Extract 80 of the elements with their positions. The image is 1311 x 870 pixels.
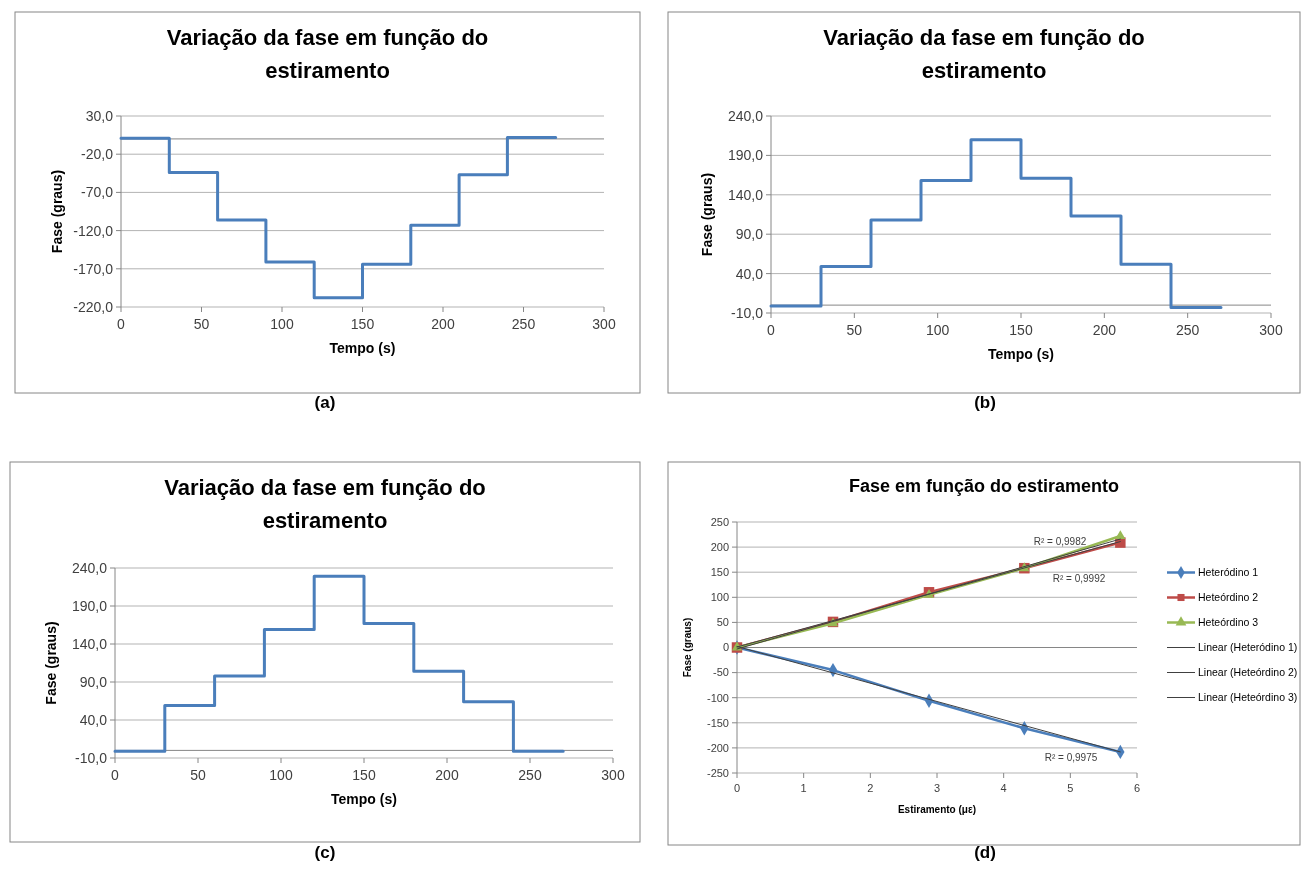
x-tick-label: 150 — [352, 767, 376, 783]
y-tick-label: -120,0 — [73, 222, 114, 239]
chart-title: Fase em função do estiramento — [848, 476, 1120, 496]
x-tick-label: 250 — [518, 767, 542, 783]
x-axis-title: Tempo (s) — [331, 791, 397, 807]
y-tick-label: 90,0 — [735, 226, 764, 243]
text: (a) — [314, 393, 336, 412]
x-tick-label: 3 — [933, 782, 941, 794]
x-tick-label: 200 — [431, 316, 455, 332]
y-axis-title: Fase (graus) — [49, 169, 66, 254]
x-tick-label: 4 — [1000, 782, 1007, 794]
y-tick-label: 250 — [710, 515, 729, 528]
y-tick-label: -100 — [706, 691, 729, 704]
x-axis-title: Estiramento (με) — [897, 804, 977, 815]
x-axis-title: Tempo (s) — [988, 346, 1054, 362]
legend-label: Linear (Heteródino 1) — [1198, 641, 1298, 654]
x-tick-label: 250 — [1175, 322, 1200, 338]
x-tick-label: 100 — [270, 316, 294, 332]
x-tick-label: 5 — [1067, 782, 1074, 794]
y-tick-label: 240,0 — [71, 559, 108, 576]
x-tick-label: 2 — [867, 782, 874, 794]
x-tick-label: 50 — [190, 767, 206, 783]
y-tick-label: 0 — [722, 641, 729, 654]
x-tick-label: 150 — [1009, 322, 1033, 338]
legend-label: Heteórdino 2 — [1198, 591, 1259, 604]
text: (c) — [314, 843, 336, 862]
x-axis-title: Tempo (s) — [329, 340, 396, 356]
x-tick-label: 1 — [800, 782, 807, 794]
y-tick-label: -70,0 — [81, 184, 114, 201]
x-tick-label: 300 — [1259, 322, 1283, 338]
x-tick-label: 0 — [767, 322, 776, 338]
x-tick-label: 200 — [1092, 322, 1117, 338]
y-tick-label: 140,0 — [71, 635, 108, 652]
y-tick-label: 40,0 — [79, 711, 108, 728]
y-tick-label: 40,0 — [735, 265, 764, 282]
legend-label: Linear (Heteórdino 3) — [1198, 691, 1298, 704]
y-tick-label: -10,0 — [731, 304, 764, 321]
y-tick-label: -50 — [713, 666, 729, 679]
y-tick-label: 190,0 — [727, 147, 764, 164]
annotation: R² = 0,9992 — [1052, 572, 1106, 584]
y-tick-label: 90,0 — [79, 673, 108, 690]
legend-label: Heteórdino 3 — [1198, 616, 1259, 629]
x-tick-label: 100 — [269, 767, 293, 783]
x-tick-label: 200 — [435, 767, 459, 783]
chart-title: Variação da fase em função do estiramento — [166, 25, 489, 83]
y-axis-title: Fase (graus) — [43, 621, 60, 705]
x-tick-label: 300 — [601, 767, 625, 783]
chart-title: Variação da fase em função do estiramento — [823, 25, 1145, 83]
y-tick-label: -10,0 — [75, 749, 108, 766]
y-axis-title: Fase (graus) — [681, 617, 693, 678]
x-tick-label: 50 — [193, 316, 210, 332]
annotation: R² = 0,9982 — [1033, 535, 1087, 547]
y-tick-label: -150 — [706, 716, 729, 729]
x-tick-label: 50 — [846, 322, 863, 338]
y-tick-label: -250 — [706, 766, 729, 779]
x-tick-label: 100 — [925, 322, 950, 338]
x-tick-label: 6 — [1133, 782, 1141, 794]
text: (b) — [974, 393, 996, 412]
x-tick-label: 300 — [592, 316, 616, 332]
legend-label: Linear (Heteórdino 2) — [1198, 666, 1298, 679]
y-tick-label: -220,0 — [73, 298, 114, 315]
legend-label: Heteródino 1 — [1198, 566, 1259, 579]
y-tick-label: 30,0 — [85, 107, 114, 124]
chart-title: Variação da fase em função do estiramento — [164, 475, 486, 533]
y-tick-label: -200 — [706, 741, 729, 754]
x-tick-label: 250 — [511, 316, 536, 332]
y-axis-title: Fase (graus) — [699, 172, 716, 257]
annotation: R² = 0,9975 — [1044, 751, 1098, 763]
y-tick-label: 150 — [710, 566, 729, 579]
y-tick-label: 200 — [710, 540, 729, 553]
text: (d) — [974, 843, 996, 862]
x-tick-label: 0 — [117, 316, 126, 332]
y-tick-label: 50 — [716, 616, 729, 629]
y-tick-label: -20,0 — [81, 146, 114, 163]
y-tick-label: 240,0 — [727, 107, 764, 124]
y-tick-label: 190,0 — [71, 597, 108, 614]
x-tick-label: 150 — [350, 316, 375, 332]
y-tick-label: 140,0 — [727, 186, 764, 203]
y-tick-label: -170,0 — [73, 260, 114, 277]
y-tick-label: 100 — [710, 591, 729, 604]
